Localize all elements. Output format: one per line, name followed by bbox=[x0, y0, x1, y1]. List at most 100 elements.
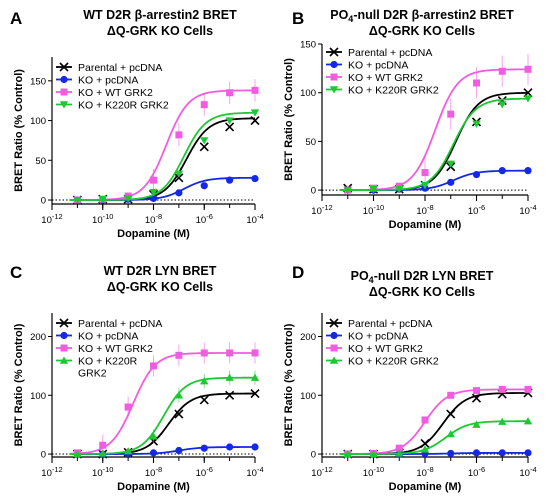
panel-letter: C bbox=[10, 263, 22, 282]
fit-curve bbox=[69, 111, 256, 201]
panel-letter: D bbox=[292, 263, 304, 282]
fit-curve bbox=[340, 97, 529, 192]
x-axis-label: Dopamine (M) bbox=[389, 219, 462, 231]
legend-label: KO + WT GRK2 bbox=[348, 72, 423, 84]
legend-marker bbox=[60, 75, 68, 84]
legend-entry: Parental + pcDNA bbox=[56, 62, 162, 74]
data-point bbox=[251, 86, 259, 94]
legend-label: KO + pcDNA bbox=[78, 330, 138, 342]
legend-marker bbox=[60, 88, 68, 96]
legend-marker bbox=[330, 73, 338, 81]
x-tick-label: 10-4 bbox=[519, 465, 536, 479]
legend-entry: KO + pcDNA bbox=[326, 59, 408, 71]
data-point bbox=[226, 89, 234, 97]
legend-marker bbox=[59, 101, 69, 109]
data-point bbox=[200, 377, 209, 385]
data-point bbox=[250, 116, 260, 126]
data-point bbox=[473, 387, 480, 395]
fit-curve bbox=[69, 376, 256, 455]
x-tick-label: 10-10 bbox=[92, 465, 113, 479]
data-point bbox=[447, 391, 455, 399]
data-point bbox=[98, 196, 107, 204]
x-tick-label: 10-12 bbox=[41, 465, 62, 479]
data-point bbox=[498, 449, 506, 457]
data-point bbox=[226, 349, 234, 357]
legend-label: KO + WT GRK2 bbox=[78, 87, 153, 99]
panel-a: A WT D2R β-arrestin2 BRET ΔQ-GRK KO Cells 0… bbox=[10, 8, 264, 240]
data-point bbox=[149, 449, 158, 457]
data-point bbox=[471, 393, 482, 403]
legend-marker bbox=[330, 331, 338, 340]
data-point bbox=[149, 432, 158, 440]
data-point bbox=[199, 142, 209, 152]
data-point bbox=[175, 351, 183, 359]
x-tick-label: 10-10 bbox=[363, 465, 384, 479]
x-tick-label: 10-8 bbox=[416, 203, 433, 217]
data-point bbox=[200, 182, 208, 190]
legend-marker bbox=[60, 344, 68, 352]
data-point bbox=[472, 449, 481, 457]
data-point bbox=[343, 450, 352, 458]
data-point bbox=[226, 443, 234, 451]
y-tick-label: 100 bbox=[30, 391, 46, 402]
data-point bbox=[124, 403, 132, 411]
legend-label: KO + WT GRK2 bbox=[78, 343, 153, 355]
legend-label: Parental + pcDNA bbox=[348, 47, 432, 59]
data-point bbox=[395, 185, 404, 194]
data-point bbox=[498, 167, 506, 175]
data-point bbox=[524, 65, 532, 73]
data-point bbox=[175, 131, 183, 139]
x-tick-label: 10-4 bbox=[246, 212, 263, 226]
data-point bbox=[123, 447, 133, 455]
data-point bbox=[150, 176, 157, 184]
y-tick-label: 0 bbox=[41, 196, 46, 207]
x-tick-label: 10-10 bbox=[363, 203, 384, 217]
panel-c: C WT D2R LYN BRET ΔQ-GRK KO Cells 0 100 200 10… bbox=[10, 263, 264, 493]
data-point bbox=[447, 110, 455, 118]
x-tick-label: 10-8 bbox=[145, 212, 162, 226]
chart-title-line: PO4-null D2R LYN BRET bbox=[351, 269, 494, 285]
y-tick-label: 150 bbox=[30, 76, 46, 87]
legend-entry: KO + K220R GRK2 bbox=[56, 99, 169, 111]
legend-marker bbox=[60, 331, 68, 340]
legend-label: GRK2 bbox=[78, 367, 107, 379]
fit-curve bbox=[340, 169, 529, 192]
legend-label: KO + K220R GRK2 bbox=[348, 84, 439, 96]
x-tick-label: 10-12 bbox=[311, 203, 332, 217]
legend-label: KO + WT GRK2 bbox=[348, 343, 423, 355]
legend-label: KO + pcDNA bbox=[348, 330, 408, 342]
fit-curve bbox=[69, 352, 255, 455]
x-axis-label: Dopamine (M) bbox=[117, 481, 190, 493]
data-point bbox=[99, 441, 107, 449]
legend-label: KO + pcDNA bbox=[348, 59, 408, 71]
y-axis-label: BRET Ratio (% Control) bbox=[13, 69, 25, 192]
data-point bbox=[251, 349, 259, 357]
data-point bbox=[199, 395, 209, 405]
data-point bbox=[523, 417, 533, 425]
data-point bbox=[175, 446, 183, 455]
series-ko-k220r-grk2 bbox=[340, 95, 533, 195]
legend-entry: KO + WT GRK2 bbox=[326, 343, 423, 355]
data-point bbox=[446, 160, 455, 168]
legend-entry: KO + K220R GRK2 bbox=[326, 84, 439, 96]
data-point bbox=[251, 174, 259, 183]
legend-entry: KO + pcDNA bbox=[56, 330, 138, 342]
y-tick-label: 200 bbox=[300, 332, 316, 343]
legend-label: Parental + pcDNA bbox=[348, 318, 432, 330]
legend-label: Parental + pcDNA bbox=[78, 62, 162, 74]
data-point bbox=[250, 388, 260, 399]
data-point bbox=[420, 445, 430, 453]
legend-label: KO + K220R GRK2 bbox=[348, 355, 439, 367]
chart-title-line: ΔQ-GRK KO Cells bbox=[369, 24, 475, 38]
panel-letter: A bbox=[10, 9, 22, 28]
legend-entry: KO + WT GRK2 bbox=[326, 72, 423, 84]
legend-entry: KO + WT GRK2 bbox=[56, 343, 153, 355]
legend-entry: Parental + pcDNA bbox=[56, 318, 162, 330]
data-point bbox=[447, 449, 455, 458]
data-point bbox=[174, 391, 184, 399]
y-tick-label: 0 bbox=[311, 450, 316, 461]
data-point bbox=[250, 109, 260, 117]
